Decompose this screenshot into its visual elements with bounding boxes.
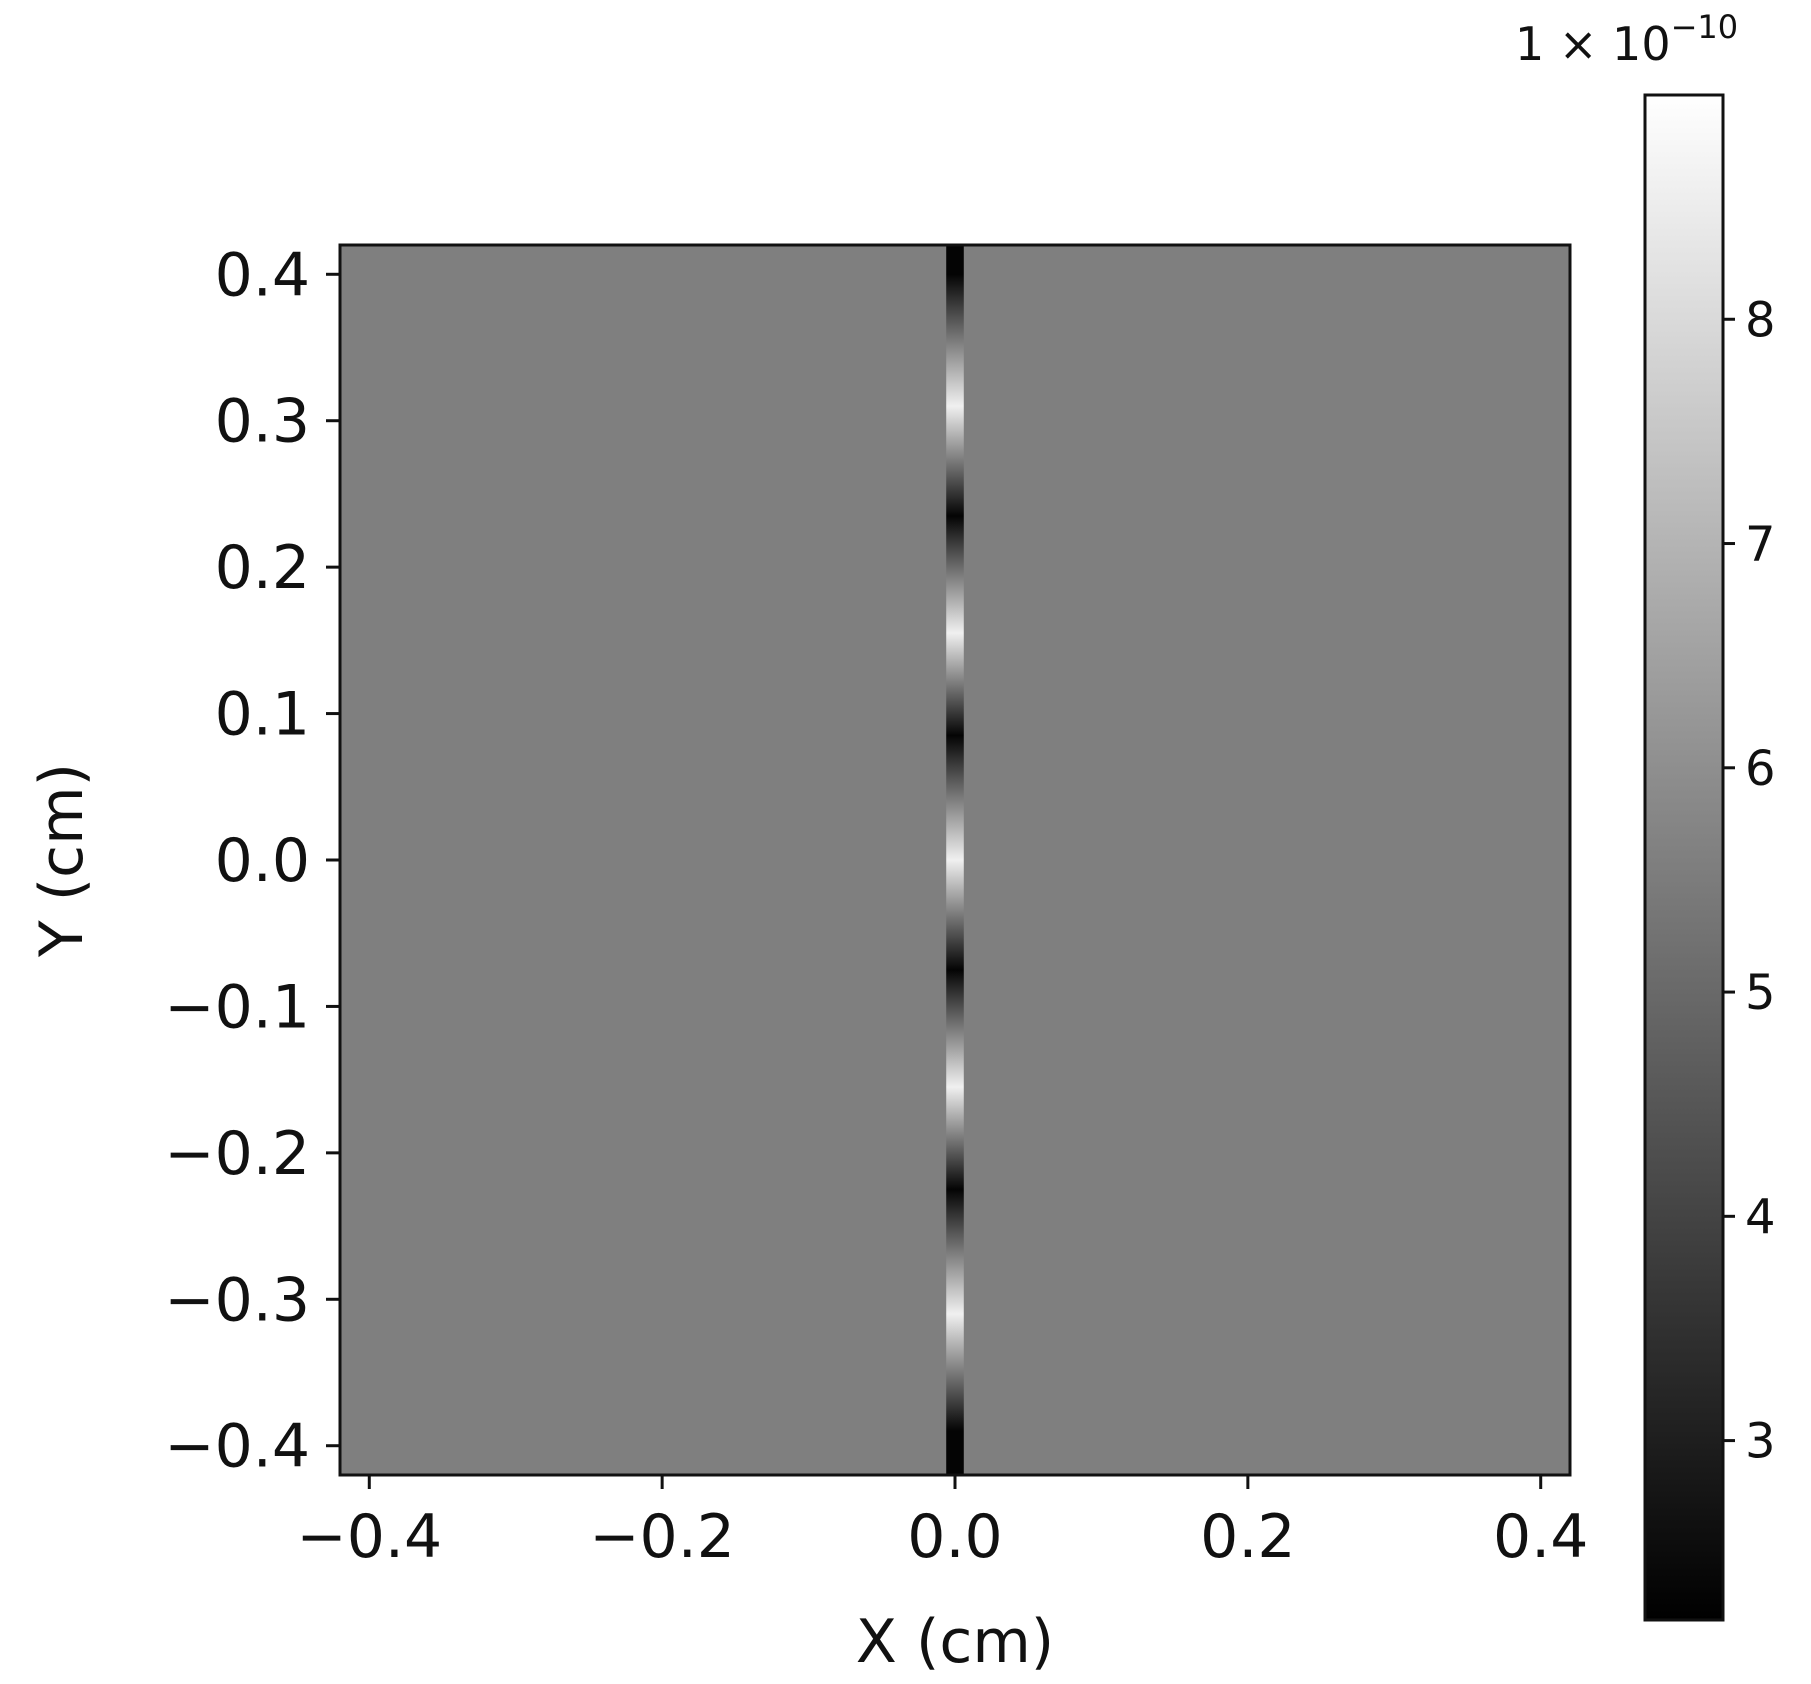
- colorbar-multiplier-base: 1 × 10: [1515, 17, 1671, 71]
- x-tick-label: 0.2: [1200, 1502, 1295, 1572]
- y-tick-label: 0.2: [215, 533, 310, 603]
- y-tick-label: 0.4: [215, 240, 310, 310]
- x-axis-ticks: −0.4 −0.2 0.0 0.2 0.4: [296, 1475, 1588, 1572]
- colorbar-tick-label: 5: [1745, 965, 1776, 1021]
- x-tick-label: 0.0: [907, 1502, 1002, 1572]
- colorbar: [1643, 93, 1725, 1622]
- colorbar-multiplier: 1 × 10−10: [1515, 8, 1738, 71]
- stripe-band: [946, 245, 964, 1475]
- x-axis-label: X (cm): [856, 1607, 1054, 1677]
- x-tick-label: 0.4: [1493, 1502, 1588, 1572]
- x-tick-label: −0.2: [589, 1502, 735, 1572]
- heatmap-stripe: [946, 245, 964, 1475]
- y-tick-label: −0.2: [164, 1119, 310, 1189]
- y-tick-label: −0.1: [164, 972, 310, 1042]
- y-tick-label: 0.0: [215, 826, 310, 896]
- colorbar-multiplier-exponent: −10: [1671, 8, 1739, 46]
- colorbar-tick-label: 8: [1745, 292, 1776, 348]
- y-tick-label: −0.3: [164, 1265, 310, 1335]
- y-tick-label: 0.3: [215, 387, 310, 457]
- colorbar-tick-label: 7: [1745, 517, 1776, 573]
- colorbar-tick-label: 6: [1745, 741, 1776, 797]
- x-tick-label: −0.4: [296, 1502, 442, 1572]
- y-tick-label: 0.1: [215, 680, 310, 750]
- y-axis-ticks: −0.4 −0.3 −0.2 −0.1 0.0 0.1 0.2 0.3 0.4: [164, 240, 340, 1482]
- colorbar-tick-label: 3: [1745, 1414, 1776, 1470]
- colorbar-tick-label: 4: [1745, 1189, 1776, 1245]
- colorbar-ticks: 3 4 5 6 7 8: [1723, 292, 1776, 1470]
- y-tick-label: −0.4: [164, 1412, 310, 1482]
- y-axis-label: Y (cm): [27, 763, 97, 958]
